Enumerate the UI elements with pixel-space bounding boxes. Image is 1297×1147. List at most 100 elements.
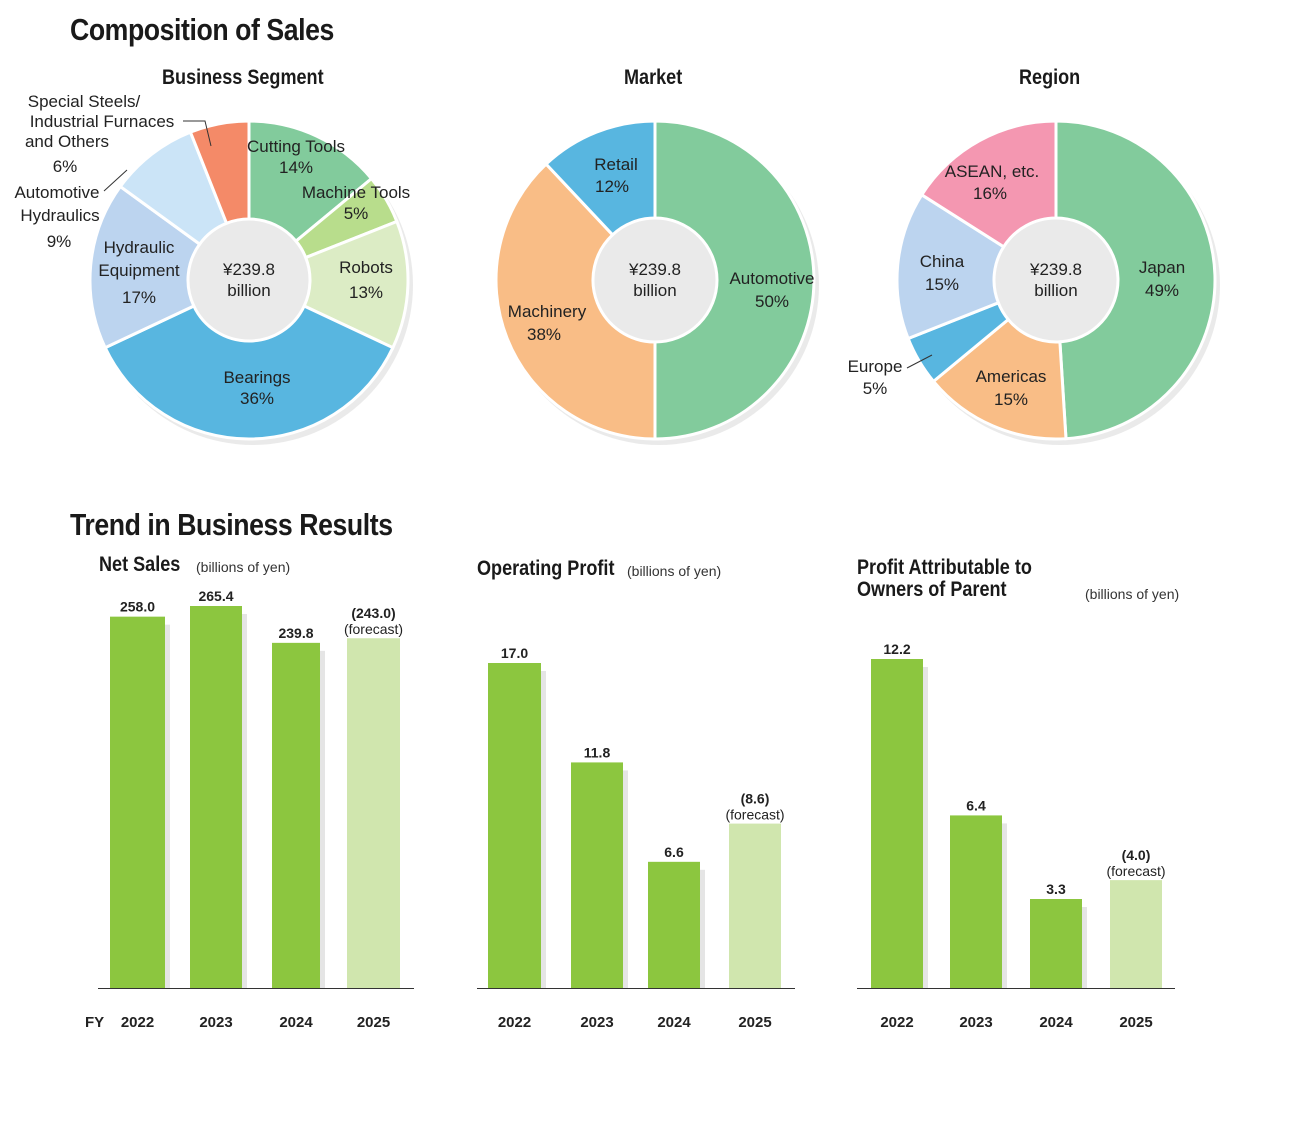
slice-label-special-steels-industrial-furnaces-and-others: Industrial Furnaces xyxy=(30,112,175,131)
bar-2024 xyxy=(648,861,700,988)
operating-profit-title: Operating Profit xyxy=(477,557,615,580)
bar-2023 xyxy=(190,606,242,988)
donut-center-unit: billion xyxy=(1034,281,1077,300)
bar-2024 xyxy=(1030,899,1082,988)
x-tick-label-2022: 2022 xyxy=(121,1014,154,1031)
x-tick-label-2023: 2023 xyxy=(199,1014,232,1031)
donut-center-unit: billion xyxy=(227,281,270,300)
bar-value-label-2024: 6.6 xyxy=(664,844,684,860)
slice-americas xyxy=(931,317,1068,441)
bar-2025 xyxy=(729,823,781,988)
slice-label-robots-pct: 13% xyxy=(349,283,383,302)
bar-value-label-2022: 17.0 xyxy=(501,645,528,661)
slice-bearings xyxy=(103,303,395,441)
donut-center-amount: ¥239.8 xyxy=(222,260,275,279)
composition-of-sales-title: Composition of Sales xyxy=(70,12,334,47)
slice-label-automotive-hydraulics-pct: 9% xyxy=(47,232,72,251)
bar-2023 xyxy=(571,762,623,988)
bar-value-label-2022: 12.2 xyxy=(883,641,910,657)
slice-automotive xyxy=(653,119,816,441)
slice-label-robots: Robots xyxy=(339,258,393,277)
profit-attributable-unit: (billions of yen) xyxy=(1085,586,1180,602)
slice-label-japan: Japan xyxy=(1139,258,1185,277)
slice-label-machine-tools-pct: 5% xyxy=(344,204,369,223)
x-tick-label-2024: 2024 xyxy=(279,1014,313,1031)
slice-label-bearings-pct: 36% xyxy=(240,389,274,408)
bar-value-label-2025: (8.6) xyxy=(741,791,770,807)
slice-label-europe-pct: 5% xyxy=(863,379,888,398)
x-tick-label-2025: 2025 xyxy=(1119,1014,1152,1031)
bar-value-label-2023: 6.4 xyxy=(966,797,986,813)
profit-attributable-title: Profit Attributable to Owners of Parent xyxy=(857,556,1032,601)
bar-2022 xyxy=(871,659,923,988)
bar-2022 xyxy=(110,616,165,988)
slice-japan xyxy=(1054,119,1217,441)
trend-in-business-results-title: Trend in Business Results xyxy=(70,507,393,542)
bar-forecast-label: (forecast) xyxy=(344,621,403,637)
region-donut-chart: ¥239.8 billion Japan 49% Americas 15% Europe 5%… xyxy=(848,119,1220,445)
slice-label-cutting-tools: Cutting Tools xyxy=(247,137,345,156)
slice-label-china: China xyxy=(920,252,965,271)
slice-label-cutting-tools-pct: 14% xyxy=(279,158,313,177)
slice-label-europe: Europe xyxy=(848,357,903,376)
slice-hydraulic-equipment xyxy=(88,184,202,350)
slice-label-americas: Americas xyxy=(976,367,1047,386)
x-tick-label-2023: 2023 xyxy=(580,1014,613,1031)
bar-2025 xyxy=(1110,880,1162,988)
bar-2024 xyxy=(272,642,320,988)
x-tick-label-2022: 2022 xyxy=(880,1014,913,1031)
net-sales-unit: (billions of yen) xyxy=(196,559,291,575)
bar-value-label-2024: 3.3 xyxy=(1046,881,1066,897)
bar-2023 xyxy=(950,815,1002,988)
slice-label-retail: Retail xyxy=(594,155,637,174)
slice-label-asean-etc-pct: 16% xyxy=(973,184,1007,203)
bar-value-label-2024: 239.8 xyxy=(278,625,313,641)
leader-line xyxy=(906,354,933,369)
slice-label-americas-pct: 15% xyxy=(994,390,1028,409)
slice-label-hydraulic-equipment: Equipment xyxy=(98,261,180,280)
x-tick-label-2023: 2023 xyxy=(959,1014,992,1031)
x-tick-label-2024: 2024 xyxy=(657,1014,691,1031)
slice-label-special-steels-industrial-furnaces-and-others: Special Steels/ xyxy=(28,92,141,111)
bar-value-label-2025: (243.0) xyxy=(351,605,395,621)
x-tick-label-2025: 2025 xyxy=(738,1014,771,1031)
slice-machinery xyxy=(494,161,657,441)
leader-line xyxy=(103,169,128,192)
fy-axis-prefix: FY xyxy=(85,1014,104,1031)
bar-2025 xyxy=(347,638,400,988)
bar-value-label-2023: 11.8 xyxy=(584,744,611,760)
slice-label-retail-pct: 12% xyxy=(595,177,629,196)
x-tick-label-2024: 2024 xyxy=(1039,1014,1073,1031)
bar-value-label-2023: 265.4 xyxy=(198,588,233,604)
slice-label-machinery-pct: 38% xyxy=(527,325,561,344)
slice-retail xyxy=(544,119,657,237)
bar-value-label-2022: 258.0 xyxy=(120,599,155,615)
slice-label-machinery: Machinery xyxy=(508,302,587,321)
slice-label-automotive-pct: 50% xyxy=(755,292,789,311)
x-tick-label-2022: 2022 xyxy=(498,1014,531,1031)
bar-forecast-label: (forecast) xyxy=(1106,863,1165,879)
slice-label-hydraulic-equipment: Hydraulic xyxy=(104,238,175,257)
donut-center-amount: ¥239.8 xyxy=(628,260,681,279)
market-donut-chart: ¥239.8 billion Automotive 50% Machinery 38% Re… xyxy=(494,119,819,445)
leader-line xyxy=(183,120,212,147)
bar-2022 xyxy=(488,663,541,988)
slice-label-special-steels-industrial-furnaces-and-others: and Others xyxy=(25,132,109,151)
donut-center-unit: billion xyxy=(633,281,676,300)
bar-forecast-label: (forecast) xyxy=(725,807,784,823)
operating-profit-unit: (billions of yen) xyxy=(627,563,722,579)
slice-label-automotive-hydraulics: Automotive xyxy=(14,183,99,202)
slice-label-hydraulic-equipment-pct: 17% xyxy=(122,288,156,307)
slice-label-bearings: Bearings xyxy=(223,368,290,387)
slice-label-japan-pct: 49% xyxy=(1145,281,1179,300)
slice-robots xyxy=(302,219,410,350)
slice-label-china-pct: 15% xyxy=(925,275,959,294)
slice-label-automotive: Automotive xyxy=(729,269,814,288)
slice-cutting-tools xyxy=(247,119,374,244)
market-title: Market xyxy=(624,66,683,89)
region-title: Region xyxy=(1019,66,1081,89)
business-segment-donut-chart: ¥239.8 billion Cutting Tools 14% Machine Too… xyxy=(14,92,413,445)
